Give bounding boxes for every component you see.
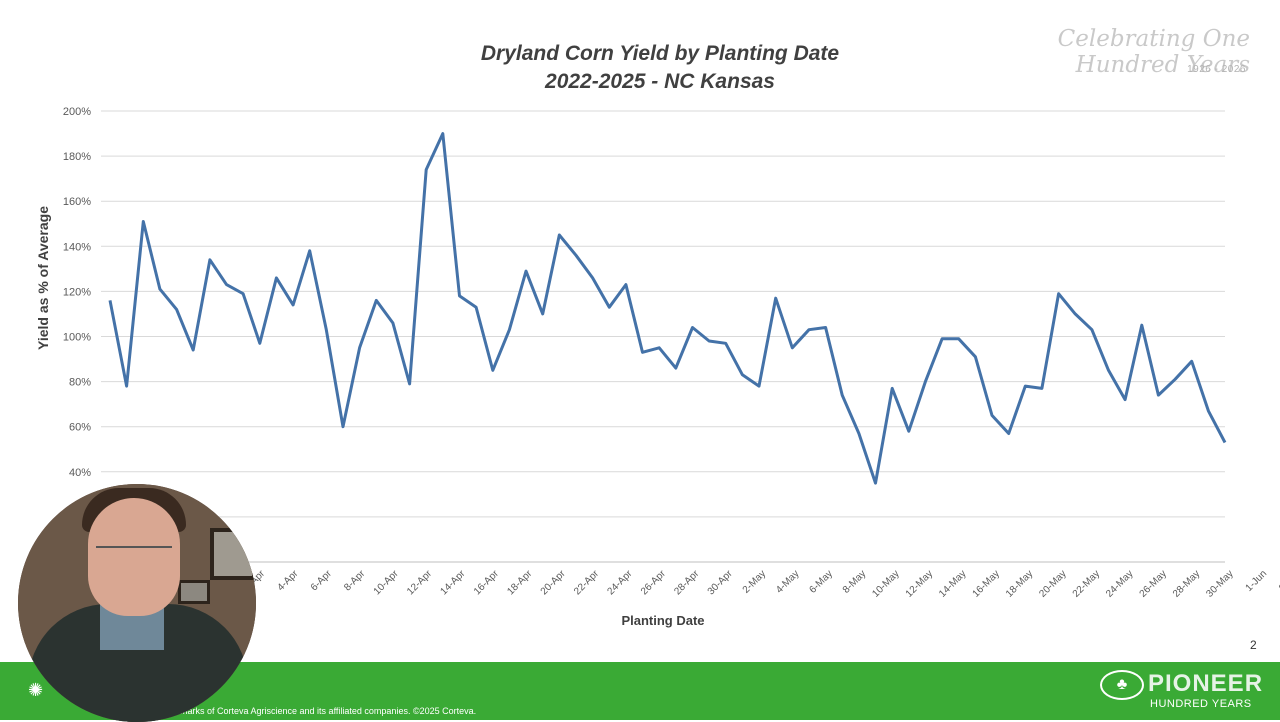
y-tick-label: 160% (63, 196, 91, 208)
x-tick-label: 26-Apr (639, 568, 668, 597)
x-tick-label: 24-May (1104, 568, 1135, 599)
brand-name: PIONEER (1148, 670, 1264, 697)
x-tick-label: 20-Apr (539, 568, 568, 597)
x-axis-label: Planting Date (621, 613, 704, 628)
x-tick-label: 28-May (1171, 568, 1202, 599)
presenter-face (88, 498, 180, 616)
pioneer-logo: ♣ PIONEER HUNDRED YEARS (1098, 668, 1262, 716)
brand-subtitle: HUNDRED YEARS (1150, 698, 1252, 710)
y-tick-label: 60% (69, 422, 91, 434)
x-tick-label: 26-May (1138, 568, 1169, 599)
x-tick-label: 1-Jun (1244, 568, 1269, 593)
x-tick-label: 20-May (1037, 568, 1068, 599)
x-tick-label: 16-May (971, 568, 1002, 599)
x-tick-label: 12-Apr (405, 568, 434, 597)
y-axis-label: Yield as % of Average (35, 206, 51, 350)
x-tick-label: 10-Apr (372, 568, 401, 597)
y-tick-label: 200% (63, 106, 91, 118)
wall-frame (178, 580, 210, 604)
y-tick-label: 180% (63, 151, 91, 163)
grid (101, 110, 1225, 563)
x-tick-label: 8-May (841, 568, 868, 595)
x-axis: 2-Apr4-Apr6-Apr8-Apr10-Apr12-Apr14-Apr16… (242, 568, 1280, 600)
x-tick-label: 6-Apr (309, 568, 335, 594)
webcam-overlay (18, 484, 256, 722)
chart-title: Dryland Corn Yield by Planting Date (480, 42, 840, 65)
page-number: 2 (1250, 638, 1257, 652)
x-tick-label: 8-Apr (342, 568, 368, 594)
x-tick-label: 14-Apr (439, 568, 468, 597)
x-tick-label: 14-May (937, 568, 968, 599)
y-tick-label: 100% (63, 332, 91, 344)
pioneer-logo-icon: ♣ (1100, 670, 1144, 700)
x-tick-label: 4-May (774, 568, 801, 595)
x-tick-label: 6-May (807, 568, 834, 595)
wall-frame (210, 528, 256, 580)
x-tick-label: 30-Apr (706, 568, 735, 597)
x-tick-label: 22-May (1071, 568, 1102, 599)
centennial-script: Celebrating One Hundred Years (1057, 26, 1250, 78)
x-tick-label: 22-Apr (572, 568, 601, 597)
y-tick-label: 80% (69, 377, 91, 389)
x-tick-label: 18-May (1004, 568, 1035, 599)
y-tick-label: 120% (63, 286, 91, 298)
x-tick-label: 28-Apr (672, 568, 701, 597)
x-tick-label: 12-May (904, 568, 935, 599)
x-tick-label: 16-Apr (472, 568, 501, 597)
x-tick-label: 24-Apr (606, 568, 635, 597)
x-tick-label: 2-May (741, 568, 768, 595)
chart-subtitle: 2022-2025 - NC Kansas (545, 70, 775, 93)
footer-trademark: marks of Corteva Agriscience and its aff… (180, 706, 477, 716)
x-tick-label: 4-Apr (275, 568, 301, 594)
presenter-glasses (96, 546, 172, 564)
y-tick-label: 140% (63, 241, 91, 253)
centennial-years: 1926 - 2026 (1187, 64, 1246, 75)
x-tick-label: 30-May (1204, 568, 1235, 599)
x-tick-label: 18-Apr (505, 568, 534, 597)
series-line (108, 132, 1227, 485)
x-tick-label: 10-May (870, 568, 901, 599)
y-tick-label: 40% (69, 467, 91, 479)
